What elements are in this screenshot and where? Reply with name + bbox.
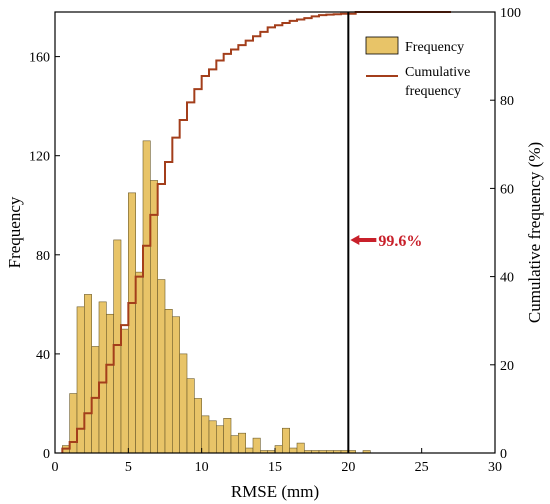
frequency-bar <box>296 442 305 454</box>
x-tick-label: 30 <box>488 460 502 475</box>
frequency-bar <box>135 271 144 454</box>
y2-tick-label: 60 <box>500 182 514 197</box>
frequency-bar <box>157 279 166 454</box>
legend: Frequency Cumulative frequency <box>365 36 470 99</box>
frequency-bar <box>238 432 246 454</box>
y-tick-label: 160 <box>29 51 50 66</box>
frequency-bar <box>274 445 283 454</box>
legend-frequency-label: Frequency <box>405 40 464 55</box>
x-tick-label: 20 <box>341 460 355 475</box>
frequency-bar <box>252 437 261 454</box>
frequency-bar <box>230 435 239 454</box>
annotation-arrow <box>350 235 377 245</box>
frequency-bar <box>223 418 232 454</box>
y2-axis-title: Cumulative frequency (%) <box>525 142 544 323</box>
x-tick-label: 10 <box>195 460 209 475</box>
frequency-bar <box>194 398 202 454</box>
y-tick-label: 80 <box>36 249 50 264</box>
y2-tick-label: 20 <box>500 359 514 374</box>
frequency-bar <box>179 353 188 454</box>
x-axis-title: RMSE (mm) <box>231 482 319 501</box>
frequency-bar <box>216 425 224 454</box>
frequency-bar <box>120 328 129 454</box>
frequency-bar <box>282 427 290 454</box>
frequency-bar <box>76 306 85 454</box>
y2-tick-label: 0 <box>500 447 507 462</box>
y-axis-title: Frequency <box>5 196 24 268</box>
x-tick-label: 25 <box>415 460 429 475</box>
frequency-bar <box>128 192 136 454</box>
y-tick-label: 120 <box>29 150 50 165</box>
frequency-bar <box>91 346 100 454</box>
frequency-bar <box>245 447 254 454</box>
frequency-bar <box>186 378 195 454</box>
frequency-bar <box>142 140 151 454</box>
frequency-bar <box>113 239 122 454</box>
y-tick-label: 40 <box>36 348 50 363</box>
frequency-bar <box>172 316 180 454</box>
frequency-bar <box>84 294 92 454</box>
y2-tick-label: 100 <box>500 6 521 21</box>
frequency-bar <box>98 301 107 454</box>
x-tick-label: 5 <box>125 460 132 475</box>
frequency-bar <box>69 393 78 454</box>
frequency-bar <box>150 180 158 454</box>
y2-tick-label: 40 <box>500 271 514 286</box>
legend-cumulative-label: Cumulative frequency <box>405 65 470 99</box>
x-tick-label: 15 <box>268 460 282 475</box>
y-tick-label: 0 <box>43 447 50 462</box>
frequency-bar <box>106 313 114 454</box>
legend-frequency-swatch <box>365 36 399 55</box>
cumulative-frequency-line <box>61 11 451 453</box>
frequency-bar <box>164 309 173 454</box>
frequency-bar <box>201 415 210 454</box>
frequency-bar <box>208 420 217 454</box>
y2-tick-label: 80 <box>500 94 514 109</box>
annotation: 99.6% <box>350 233 422 250</box>
frequency-bar <box>289 447 298 454</box>
x-tick-label: 0 <box>52 460 59 475</box>
frequency-bars <box>62 140 371 454</box>
annotation-text: 99.6% <box>378 233 422 250</box>
